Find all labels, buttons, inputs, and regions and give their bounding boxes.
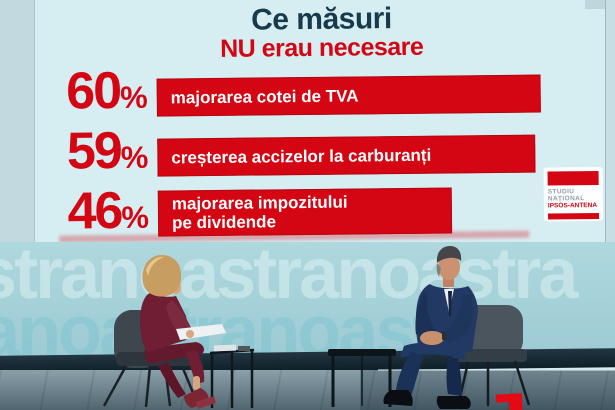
badge-top-block — [547, 170, 599, 186]
survey-infographic: Ce măsuri NU erau necesare 60% majorarea… — [59, 2, 604, 243]
wall-corner-shade — [585, 0, 605, 9]
papers-on-table — [213, 344, 237, 352]
channel-logo-icon — [495, 393, 523, 410]
side-table — [209, 344, 255, 408]
bar-label-line2: pe dividende — [171, 212, 277, 233]
bar-label: majorarea cotei de TVA — [170, 85, 359, 107]
badge-line3: IPSOS-ANTENA — [547, 201, 598, 210]
shoe — [436, 396, 471, 409]
badge-bottom-bar — [547, 212, 600, 219]
studio-scene — [102, 246, 531, 410]
bar-segment: majorarea impozitului pe dividende — [157, 187, 453, 237]
value-unit: % — [120, 139, 149, 175]
guest-person — [383, 246, 478, 409]
tie — [448, 291, 452, 316]
bar-label: creșterea accizelor la carburanți — [171, 145, 432, 167]
value-label: 60% — [55, 62, 148, 121]
bar-row: 59% creșterea accizelor la carburanți — [56, 122, 596, 181]
guest-hair — [436, 246, 462, 263]
value-unit: % — [121, 199, 150, 235]
bar-row: 46% majorarea impozitului pe dividende — [57, 182, 597, 241]
value-number: 60 — [65, 61, 121, 121]
value-number: 46 — [67, 181, 122, 241]
wall-seam-left — [0, 0, 35, 242]
value-label: 59% — [56, 122, 149, 181]
anchor-person — [140, 254, 226, 409]
study-source-badge: STUDIU NAȚIONAL IPSOS-ANTENA — [543, 166, 604, 222]
heel-shoe — [196, 396, 216, 409]
value-number: 59 — [66, 121, 122, 181]
shoe — [383, 390, 413, 406]
bar-row: 60% majorarea cotei de TVA — [55, 62, 595, 121]
anchor-hair — [142, 254, 182, 297]
floor-seam-line — [378, 369, 615, 371]
bar-segment: creșterea accizelor la carburanți — [157, 134, 536, 177]
watch — [442, 332, 446, 340]
value-label: 46% — [57, 182, 150, 241]
backdrop-watermark-row: astranoastranoastra — [0, 242, 578, 314]
bar-segment: majorarea cotei de TVA — [156, 74, 541, 117]
chart-title-line2: NU erau necesare — [219, 32, 424, 63]
bar-rows: 60% majorarea cotei de TVA 59% creșterea… — [55, 62, 597, 251]
value-unit: % — [119, 79, 148, 115]
wall-seam-right — [605, 0, 615, 242]
